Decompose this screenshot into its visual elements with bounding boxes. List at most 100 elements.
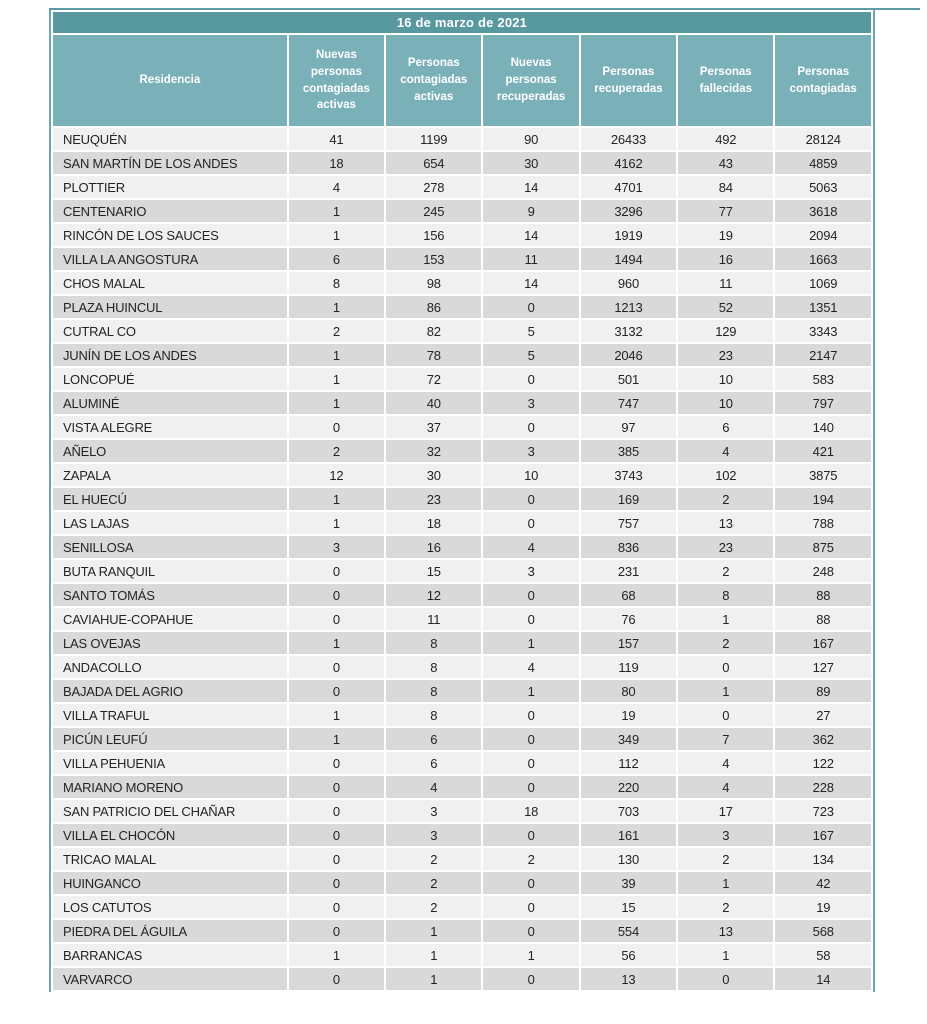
value-cell: 98: [386, 272, 482, 294]
residence-cell: JUNÍN DE LOS ANDES: [53, 344, 287, 366]
value-cell: 2: [288, 320, 385, 342]
column-header-nuevas-recuperadas: Nuevas personas recuperadas: [483, 35, 579, 126]
value-cell: 140: [775, 416, 871, 438]
value-cell: 757: [580, 512, 677, 534]
value-cell: 0: [483, 296, 579, 318]
residence-cell: MARIANO MORENO: [53, 776, 287, 798]
value-cell: 13: [678, 920, 774, 942]
residence-cell: EL HUECÚ: [53, 488, 287, 510]
value-cell: 16: [386, 536, 482, 558]
value-cell: 157: [580, 632, 677, 654]
value-cell: 194: [775, 488, 871, 510]
residence-cell: SAN MARTÍN DE LOS ANDES: [53, 152, 287, 174]
value-cell: 1: [288, 200, 385, 222]
value-cell: 0: [483, 776, 579, 798]
value-cell: 1: [386, 920, 482, 942]
value-cell: 2: [386, 848, 482, 870]
value-cell: 245: [386, 200, 482, 222]
value-cell: 8: [678, 584, 774, 606]
value-cell: 4: [483, 536, 579, 558]
value-cell: 0: [483, 488, 579, 510]
table-row: BUTA RANQUIL 0 15 3 231 2 248: [53, 560, 871, 582]
value-cell: 220: [580, 776, 677, 798]
value-cell: 37: [386, 416, 482, 438]
value-cell: 30: [386, 464, 482, 486]
residence-cell: VILLA LA ANGOSTURA: [53, 248, 287, 270]
value-cell: 2094: [775, 224, 871, 246]
value-cell: 10: [678, 368, 774, 390]
residence-cell: PLOTTIER: [53, 176, 287, 198]
value-cell: 18: [483, 800, 579, 822]
residence-cell: VILLA EL CHOCÓN: [53, 824, 287, 846]
table-row: SENILLOSA 3 16 4 836 23 875: [53, 536, 871, 558]
value-cell: 2046: [580, 344, 677, 366]
value-cell: 77: [678, 200, 774, 222]
table-row: VILLA TRAFUL 1 8 0 19 0 27: [53, 704, 871, 726]
value-cell: 4: [483, 656, 579, 678]
residence-cell: SENILLOSA: [53, 536, 287, 558]
table-row: VILLA EL CHOCÓN 0 3 0 161 3 167: [53, 824, 871, 846]
value-cell: 723: [775, 800, 871, 822]
value-cell: 1351: [775, 296, 871, 318]
column-header-nuevas-contagiadas-activas: Nuevas personas contagiadas activas: [288, 35, 385, 126]
value-cell: 3: [288, 536, 385, 558]
value-cell: 42: [775, 872, 871, 894]
value-cell: 349: [580, 728, 677, 750]
value-cell: 89: [775, 680, 871, 702]
value-cell: 0: [288, 920, 385, 942]
report-date-title: 16 de marzo de 2021: [53, 12, 871, 33]
value-cell: 0: [288, 752, 385, 774]
value-cell: 2: [386, 896, 482, 918]
value-cell: 1: [678, 872, 774, 894]
value-cell: 0: [288, 968, 385, 990]
value-cell: 6: [288, 248, 385, 270]
value-cell: 1: [288, 632, 385, 654]
value-cell: 2: [483, 848, 579, 870]
value-cell: 385: [580, 440, 677, 462]
value-cell: 169: [580, 488, 677, 510]
residence-cell: PICÚN LEUFÚ: [53, 728, 287, 750]
value-cell: 19: [678, 224, 774, 246]
table-row: CUTRAL CO 2 82 5 3132 129 3343: [53, 320, 871, 342]
value-cell: 1: [288, 944, 385, 966]
value-cell: 0: [483, 512, 579, 534]
value-cell: 1213: [580, 296, 677, 318]
value-cell: 90: [483, 128, 579, 150]
value-cell: 0: [288, 656, 385, 678]
value-cell: 1: [386, 968, 482, 990]
value-cell: 3875: [775, 464, 871, 486]
value-cell: 554: [580, 920, 677, 942]
value-cell: 278: [386, 176, 482, 198]
value-cell: 1: [288, 392, 385, 414]
value-cell: 4: [288, 176, 385, 198]
residence-cell: PIEDRA DEL ÁGUILA: [53, 920, 287, 942]
value-cell: 2: [678, 848, 774, 870]
value-cell: 11: [483, 248, 579, 270]
table-row: ALUMINÉ 1 40 3 747 10 797: [53, 392, 871, 414]
value-cell: 5: [483, 320, 579, 342]
table-row: PIEDRA DEL ÁGUILA 0 1 0 554 13 568: [53, 920, 871, 942]
value-cell: 0: [483, 416, 579, 438]
value-cell: 19: [775, 896, 871, 918]
value-cell: 88: [775, 584, 871, 606]
value-cell: 231: [580, 560, 677, 582]
value-cell: 8: [386, 680, 482, 702]
value-cell: 13: [678, 512, 774, 534]
value-cell: 27: [775, 704, 871, 726]
residence-cell: LAS OVEJAS: [53, 632, 287, 654]
value-cell: 161: [580, 824, 677, 846]
residence-cell: CHOS MALAL: [53, 272, 287, 294]
value-cell: 0: [288, 848, 385, 870]
residence-cell: VILLA PEHUENIA: [53, 752, 287, 774]
value-cell: 2: [288, 440, 385, 462]
value-cell: 0: [288, 800, 385, 822]
table-row: SAN MARTÍN DE LOS ANDES 18 654 30 4162 43 4859: [53, 152, 871, 174]
value-cell: 3: [386, 824, 482, 846]
value-cell: 122: [775, 752, 871, 774]
table-row: EL HUECÚ 1 23 0 169 2 194: [53, 488, 871, 510]
value-cell: 1: [483, 944, 579, 966]
value-cell: 10: [483, 464, 579, 486]
table-row: CHOS MALAL 8 98 14 960 11 1069: [53, 272, 871, 294]
value-cell: 4162: [580, 152, 677, 174]
column-header-fallecidas: Personas fallecidas: [678, 35, 774, 126]
